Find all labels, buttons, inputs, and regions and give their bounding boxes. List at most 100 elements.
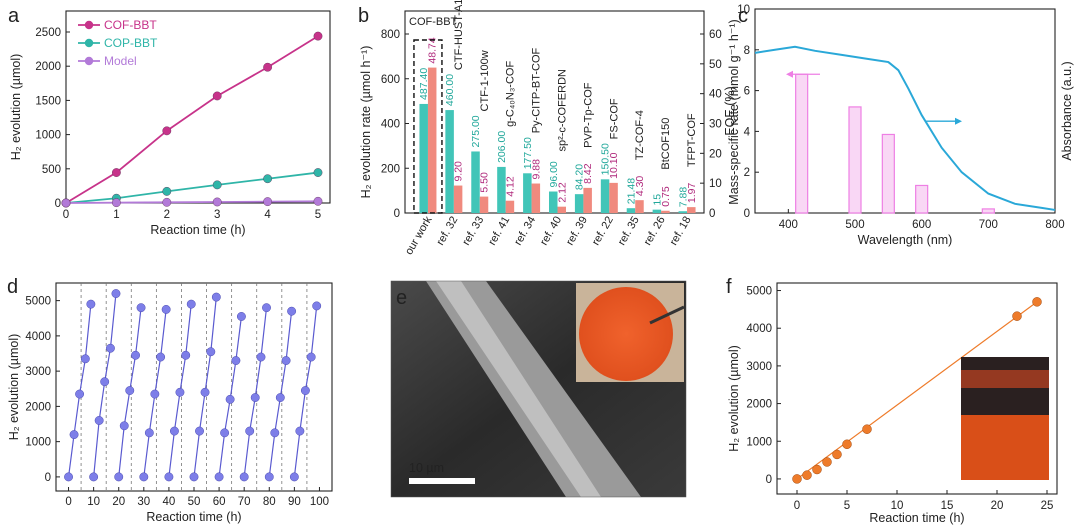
y-tick-label-c: 10 [737, 4, 750, 16]
data-point-d [156, 352, 166, 362]
x-tick-label-d: 80 [263, 496, 276, 508]
material-label-b: COF-BBT [409, 16, 458, 28]
data-point-d [236, 312, 246, 321]
inset-liquid [961, 415, 1049, 480]
inset-band [961, 370, 1049, 388]
x-tick-label-f: 15 [941, 500, 954, 512]
y2-tick-label-b: 0 [709, 208, 715, 220]
data-point-f [842, 439, 852, 450]
data-point-d [231, 356, 241, 366]
x-tick-label-a: 0 [63, 209, 69, 221]
x-tick-label-d: 90 [288, 496, 301, 508]
panel-letter-b: b [358, 5, 369, 27]
bar-mass-rate [635, 200, 644, 213]
data-point-f [822, 457, 832, 467]
category-label-b: ref. 34 [512, 215, 538, 248]
data-point-d [175, 387, 185, 397]
x-tick-label-f: 25 [1041, 500, 1054, 512]
material-label-b: CTF-HUST-A1 [453, 0, 465, 70]
y-axis-label-f: H₂ evolution (µmol) [727, 345, 741, 452]
tweezer [649, 305, 685, 325]
legend-label-a: COF-BBT [104, 18, 157, 32]
data-point-a [313, 31, 323, 41]
y-tick-label-b: 200 [381, 163, 400, 175]
category-label-b: ref. 22 [590, 215, 616, 248]
bar-value-label-red: 9.20 [453, 161, 465, 182]
data-point-d [100, 377, 110, 387]
scale-bar-label: 10 µm [409, 461, 444, 475]
data-point-d [239, 472, 249, 482]
bar-value-label-red: 5.50 [479, 172, 491, 193]
material-label-b: g-C₄₀N₃-COF [505, 61, 517, 127]
data-point-d [220, 428, 230, 438]
y-tick-label-a: 0 [55, 198, 61, 210]
data-point-a [61, 198, 71, 208]
x-tick-label-d: 50 [188, 496, 201, 508]
y2-tick-label-b: 50 [709, 59, 722, 71]
x-tick-label-f: 5 [844, 500, 850, 512]
data-point-a [112, 168, 121, 177]
material-label-b: CTF-1-100w [479, 50, 491, 111]
bar-value-label-teal: 150.50 [600, 143, 612, 175]
bar-h2-rate [574, 194, 584, 213]
panel-letter-d: d [7, 276, 18, 298]
material-label-b: sp²-c-COFERDN [557, 69, 569, 152]
data-point-d [125, 386, 135, 395]
data-point-a [313, 196, 323, 206]
data-point-d [200, 387, 210, 397]
x-tick-label-a: 2 [164, 209, 170, 221]
bar-value-label-teal: 84.20 [574, 164, 586, 190]
y-axis-label-c: EQE (%) [723, 86, 737, 135]
material-label-b: FS-COF [608, 98, 620, 139]
data-point-d [111, 289, 121, 299]
x-tick-label-d: 100 [310, 496, 329, 508]
bar-h2-rate [419, 103, 428, 213]
data-point-d [105, 343, 115, 353]
data-point-d [181, 350, 191, 360]
bar-value-label-red: 1.97 [686, 183, 698, 204]
bar-h2-rate [652, 209, 662, 213]
x-axis-label-f: Reaction time (h) [869, 511, 964, 525]
x-tick-label-a: 4 [264, 209, 271, 221]
bar-h2-rate [600, 179, 610, 213]
y-tick-label-d: 5000 [25, 296, 51, 308]
category-label-b: ref. 18 [668, 215, 694, 248]
eqe-bar [981, 208, 995, 214]
y-tick-label-f: 5000 [746, 286, 772, 298]
data-point-d [139, 472, 149, 482]
bar-mass-rate [609, 182, 618, 213]
data-point-d [250, 393, 260, 403]
data-point-d [86, 299, 96, 309]
bar-mass-rate [583, 187, 592, 213]
membrane-disc [579, 287, 673, 381]
material-label-b: PVP-Tp-COF [582, 82, 594, 148]
y-axis-label-d: H₂ evolution (µmol) [7, 334, 21, 441]
data-point-d [214, 472, 224, 482]
x-tick-label-d: 10 [87, 496, 100, 508]
legend-label-a: COP-BBT [104, 36, 158, 50]
sem-membrane-edge [436, 281, 601, 497]
x-axis-label-c: Wavelength (nm) [858, 233, 953, 247]
data-point-a [162, 197, 172, 207]
bar-mass-rate [531, 183, 541, 213]
data-point-a [162, 186, 172, 196]
scale-bar [409, 478, 475, 484]
data-point-f [1012, 311, 1022, 321]
data-point-f [1032, 297, 1042, 307]
category-label-b: ref. 41 [486, 215, 512, 248]
bar-mass-rate [557, 206, 566, 213]
y-tick-label-f: 4000 [746, 323, 772, 335]
y2-tick-label-b: 20 [709, 148, 722, 160]
x-tick-label-c: 500 [845, 219, 864, 231]
data-point-d [300, 386, 310, 395]
y-tick-label-f: 1000 [746, 436, 772, 448]
bar-mass-rate [479, 196, 489, 213]
data-point-d [169, 426, 179, 436]
panel-letter-c: c [738, 5, 748, 27]
panel-letter-e: e [396, 287, 407, 309]
eqe-bar [795, 73, 809, 214]
y-tick-label-a: 500 [42, 164, 61, 176]
x-tick-label-f: 10 [891, 500, 904, 512]
bar-value-label-red: 2.12 [556, 182, 568, 203]
y2-tick-label-b: 30 [709, 119, 722, 131]
